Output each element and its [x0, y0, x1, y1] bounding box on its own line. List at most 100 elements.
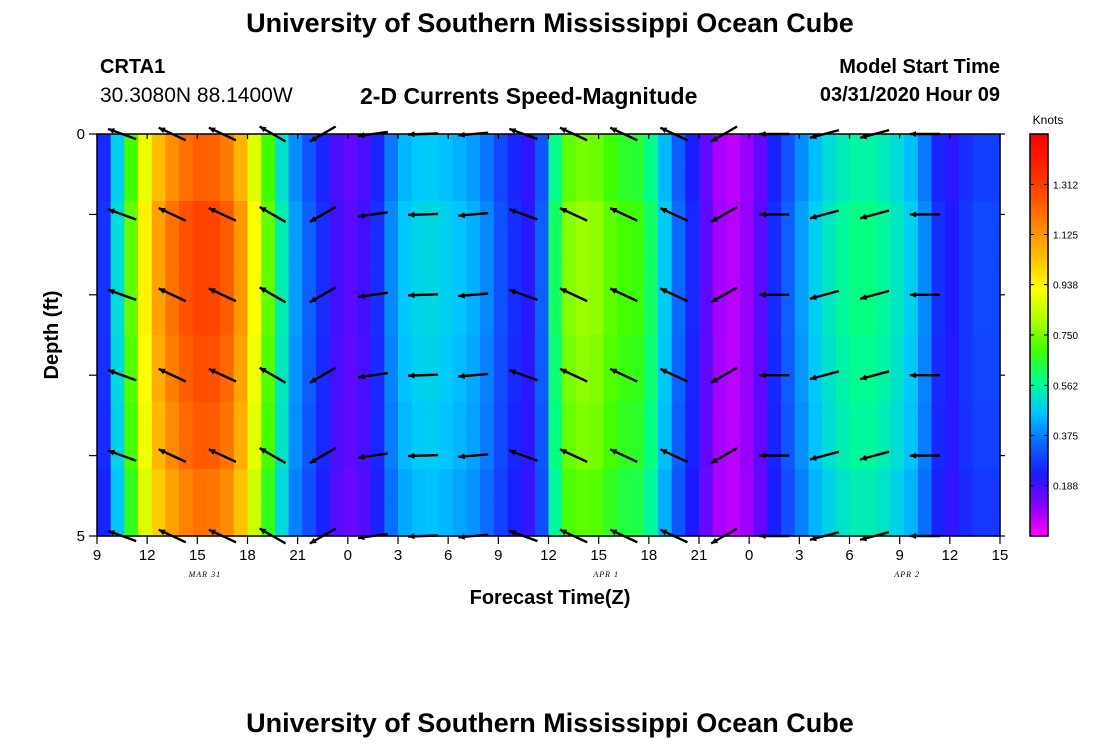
heatmap-cell	[699, 301, 714, 336]
current-arrow	[107, 208, 137, 221]
heatmap-cell	[274, 268, 290, 303]
colorbar-tick-label: 0.750	[1053, 331, 1078, 342]
heatmap-cell	[247, 402, 262, 437]
heatmap-cell	[165, 234, 180, 269]
heatmap-cell	[616, 234, 632, 269]
heatmap-cell	[822, 134, 837, 169]
heatmap-cell	[138, 201, 153, 236]
heatmap-cell	[589, 301, 604, 336]
heatmap-cell	[808, 435, 823, 470]
heatmap-cell	[603, 268, 618, 303]
heatmap-cell	[671, 201, 686, 236]
heatmap-cell	[261, 368, 276, 403]
heatmap-cell	[425, 335, 440, 370]
heatmap-cell	[343, 134, 358, 169]
heatmap-cell	[699, 435, 714, 470]
heatmap-cell	[863, 234, 878, 269]
heatmap-cell	[110, 167, 125, 202]
heatmap-cell	[917, 402, 933, 437]
heatmap-cell	[890, 201, 905, 236]
heatmap-cell	[644, 368, 659, 403]
heatmap-cell	[589, 335, 604, 370]
heatmap-cell	[384, 268, 399, 303]
heatmap-cell	[206, 301, 221, 336]
heatmap-cell	[808, 469, 823, 504]
heatmap-cell	[356, 167, 372, 202]
heatmap-cell	[411, 201, 426, 236]
heatmap-cell	[781, 234, 796, 269]
heatmap-cell	[384, 134, 399, 169]
heatmap-cell	[97, 301, 112, 336]
heatmap-cell	[302, 335, 317, 370]
heatmap-cell	[589, 234, 604, 269]
heatmap-cell	[753, 368, 769, 403]
heatmap-cell	[958, 167, 974, 202]
heatmap-cell	[466, 335, 481, 370]
heatmap-cell	[945, 234, 960, 269]
heatmap-cell	[493, 167, 509, 202]
heatmap-cell	[220, 435, 235, 470]
heatmap-cell	[302, 234, 317, 269]
heatmap-cell	[507, 402, 522, 437]
heatmap-cell	[630, 268, 645, 303]
heatmap-cell	[274, 234, 290, 269]
current-arrow	[107, 368, 137, 382]
heatmap-cell	[794, 502, 810, 537]
heatmap-cell	[480, 435, 495, 470]
heatmap-cell	[370, 469, 385, 504]
current-arrow	[809, 450, 840, 461]
heatmap-cell	[124, 335, 139, 370]
heatmap-cell	[753, 301, 769, 336]
heatmap-cell	[794, 268, 810, 303]
current-arrow	[158, 367, 187, 383]
heatmap-cell	[945, 301, 960, 336]
heatmap-cell	[753, 469, 769, 504]
heatmap-cell	[931, 469, 946, 504]
station-coordinates: 30.3080N 88.1400W	[100, 84, 293, 107]
heatmap-cell	[986, 502, 1001, 537]
heatmap-cell	[206, 234, 221, 269]
heatmap-cell	[233, 234, 249, 269]
heatmap-cell	[521, 435, 536, 470]
heatmap-cell	[507, 368, 522, 403]
heatmap-cell	[192, 268, 208, 303]
current-arrow	[208, 448, 237, 463]
heatmap-cell	[384, 502, 399, 537]
heatmap-cell	[261, 234, 276, 269]
heatmap-cell	[575, 402, 591, 437]
heatmap-cell	[562, 167, 577, 202]
current-arrow	[158, 448, 187, 463]
heatmap-cell	[904, 201, 919, 236]
heatmap-cell	[699, 201, 714, 236]
heatmap-cell	[521, 402, 536, 437]
heatmap-cell	[261, 167, 276, 202]
heatmap-cell	[521, 134, 536, 169]
heatmap-cell	[945, 402, 960, 437]
heatmap-cell	[220, 402, 235, 437]
heatmap-cell	[794, 368, 810, 403]
heatmap-cell	[986, 167, 1001, 202]
heatmap-cell	[493, 134, 509, 169]
heatmap-cell	[794, 134, 810, 169]
heatmap-cell	[179, 435, 194, 470]
heatmap-cell	[958, 301, 974, 336]
heatmap-cell	[466, 368, 481, 403]
heatmap-cell	[822, 402, 837, 437]
heatmap-cell	[452, 134, 468, 169]
heatmap-cell	[439, 268, 454, 303]
heatmap-cell	[439, 167, 454, 202]
heatmap-cell	[863, 335, 878, 370]
heatmap-cell	[589, 402, 604, 437]
heatmap-cell	[411, 234, 426, 269]
heatmap-cell	[958, 234, 974, 269]
heatmap-cell	[548, 402, 563, 437]
heatmap-cell	[808, 234, 823, 269]
current-arrow	[609, 448, 638, 463]
heatmap-cell	[781, 402, 796, 437]
heatmap-cell	[699, 335, 714, 370]
heatmap-cell	[876, 268, 892, 303]
heatmap-cell	[726, 301, 741, 336]
heatmap-cell	[206, 268, 221, 303]
heatmap-cell	[849, 502, 864, 537]
heatmap-cell	[945, 167, 960, 202]
